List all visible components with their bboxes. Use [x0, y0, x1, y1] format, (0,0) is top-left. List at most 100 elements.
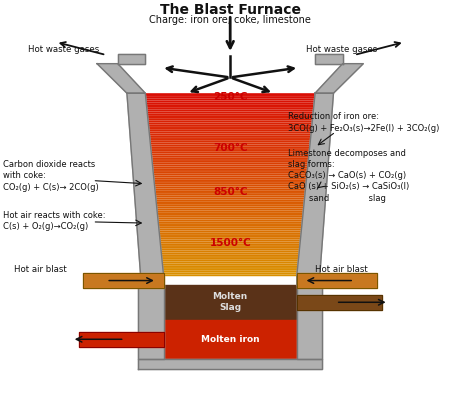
- Polygon shape: [146, 95, 315, 97]
- Polygon shape: [155, 185, 306, 186]
- Polygon shape: [157, 214, 303, 216]
- Polygon shape: [151, 148, 310, 150]
- Polygon shape: [155, 188, 306, 190]
- Polygon shape: [138, 359, 322, 369]
- Polygon shape: [297, 285, 322, 359]
- Polygon shape: [157, 209, 303, 210]
- Polygon shape: [297, 93, 334, 276]
- Text: Molten iron: Molten iron: [201, 335, 259, 344]
- Polygon shape: [149, 132, 311, 134]
- Polygon shape: [161, 252, 299, 254]
- Polygon shape: [148, 122, 312, 124]
- Polygon shape: [163, 269, 298, 271]
- Polygon shape: [155, 186, 306, 188]
- Polygon shape: [151, 146, 310, 148]
- Polygon shape: [153, 168, 308, 170]
- Polygon shape: [161, 250, 299, 252]
- Text: 250°C: 250°C: [213, 92, 247, 102]
- Polygon shape: [156, 203, 304, 205]
- Polygon shape: [151, 152, 309, 154]
- Polygon shape: [83, 273, 164, 288]
- Polygon shape: [315, 64, 363, 93]
- Polygon shape: [155, 192, 305, 194]
- Text: Hot air blast: Hot air blast: [15, 265, 67, 274]
- Polygon shape: [156, 201, 304, 203]
- Polygon shape: [163, 265, 298, 267]
- Text: Hot air reacts with coke:
C(s) + O₂(g)→CO₂(g): Hot air reacts with coke: C(s) + O₂(g)→C…: [3, 211, 106, 231]
- Polygon shape: [159, 229, 301, 230]
- Polygon shape: [154, 183, 306, 185]
- Polygon shape: [158, 218, 302, 220]
- Polygon shape: [160, 241, 300, 243]
- Polygon shape: [156, 198, 305, 199]
- Polygon shape: [159, 232, 301, 234]
- Polygon shape: [146, 99, 315, 100]
- Polygon shape: [146, 104, 314, 106]
- Polygon shape: [148, 120, 312, 122]
- Polygon shape: [149, 130, 311, 132]
- Polygon shape: [147, 115, 313, 117]
- Polygon shape: [153, 170, 308, 172]
- Text: Reduction of iron ore:
3CO(g) + Fe₂O₃(s)→2Fe(l) + 3CO₂(g): Reduction of iron ore: 3CO(g) + Fe₂O₃(s)…: [288, 113, 439, 133]
- Polygon shape: [154, 175, 307, 177]
- Polygon shape: [160, 238, 301, 240]
- Polygon shape: [163, 263, 298, 265]
- Polygon shape: [148, 119, 312, 120]
- Polygon shape: [150, 139, 310, 141]
- Polygon shape: [158, 225, 302, 227]
- Polygon shape: [154, 181, 306, 183]
- Polygon shape: [297, 295, 382, 310]
- Polygon shape: [155, 194, 305, 196]
- Polygon shape: [162, 258, 299, 260]
- Polygon shape: [148, 124, 312, 126]
- Polygon shape: [149, 128, 311, 130]
- Polygon shape: [127, 93, 164, 276]
- Polygon shape: [164, 275, 297, 276]
- Polygon shape: [146, 102, 314, 104]
- Polygon shape: [163, 267, 298, 269]
- Polygon shape: [159, 227, 302, 229]
- Polygon shape: [149, 134, 311, 135]
- Polygon shape: [146, 106, 314, 108]
- Polygon shape: [97, 64, 145, 93]
- Polygon shape: [158, 221, 302, 223]
- Polygon shape: [297, 276, 322, 285]
- Polygon shape: [154, 177, 307, 179]
- Polygon shape: [146, 97, 315, 99]
- Polygon shape: [297, 273, 377, 288]
- Polygon shape: [152, 159, 309, 161]
- Polygon shape: [156, 199, 304, 201]
- Polygon shape: [79, 332, 164, 347]
- Text: Limestone decomposes and
slag forms:
CaCO₃(s) → CaO(s) + CO₂(g)
CaO (s) + SiO₂(s: Limestone decomposes and slag forms: CaC…: [288, 149, 409, 203]
- Polygon shape: [157, 207, 304, 209]
- Text: Carbon dioxide reacts
with coke:
CO₂(g) + C(s)→ 2CO(g): Carbon dioxide reacts with coke: CO₂(g) …: [3, 160, 99, 192]
- Polygon shape: [147, 108, 314, 110]
- Text: Hot air blast: Hot air blast: [315, 265, 368, 274]
- Polygon shape: [153, 166, 308, 168]
- Polygon shape: [157, 212, 303, 214]
- Polygon shape: [158, 220, 302, 221]
- Polygon shape: [146, 100, 314, 102]
- Text: 850°C: 850°C: [213, 186, 247, 197]
- Polygon shape: [158, 223, 302, 225]
- Polygon shape: [152, 155, 309, 157]
- Polygon shape: [151, 150, 310, 152]
- Polygon shape: [118, 54, 145, 64]
- Polygon shape: [138, 285, 164, 359]
- Polygon shape: [154, 179, 307, 181]
- Polygon shape: [162, 261, 298, 263]
- Polygon shape: [152, 163, 308, 165]
- Polygon shape: [163, 271, 297, 273]
- Polygon shape: [157, 216, 303, 218]
- Polygon shape: [153, 172, 307, 174]
- Polygon shape: [160, 240, 301, 241]
- Text: 1500°C: 1500°C: [210, 238, 251, 248]
- Polygon shape: [157, 210, 303, 212]
- Polygon shape: [147, 111, 313, 113]
- Polygon shape: [163, 273, 297, 275]
- Polygon shape: [164, 285, 297, 320]
- Polygon shape: [147, 110, 313, 111]
- Polygon shape: [148, 117, 313, 119]
- Polygon shape: [159, 230, 301, 232]
- Polygon shape: [154, 174, 307, 175]
